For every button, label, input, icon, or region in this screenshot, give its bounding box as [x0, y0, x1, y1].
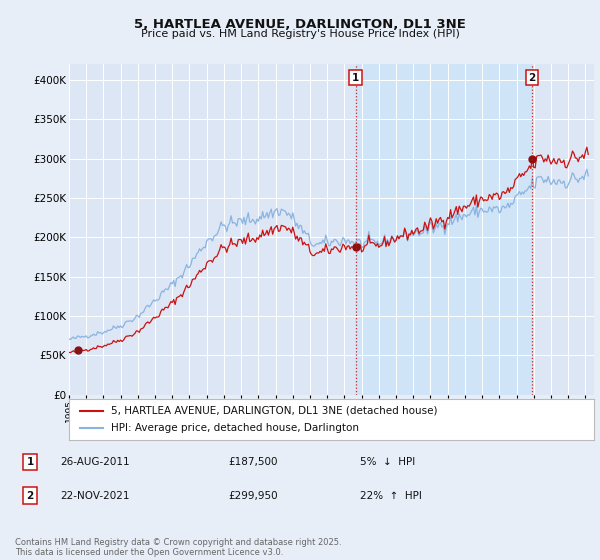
Text: 1: 1 [352, 73, 359, 83]
Text: £187,500: £187,500 [228, 457, 277, 467]
Text: 26-AUG-2011: 26-AUG-2011 [60, 457, 130, 467]
Text: Price paid vs. HM Land Registry's House Price Index (HPI): Price paid vs. HM Land Registry's House … [140, 29, 460, 39]
Text: 5%  ↓  HPI: 5% ↓ HPI [360, 457, 415, 467]
Text: 22%  ↑  HPI: 22% ↑ HPI [360, 491, 422, 501]
Text: £299,950: £299,950 [228, 491, 278, 501]
Text: 1: 1 [26, 457, 34, 467]
Text: Contains HM Land Registry data © Crown copyright and database right 2025.
This d: Contains HM Land Registry data © Crown c… [15, 538, 341, 557]
Text: HPI: Average price, detached house, Darlington: HPI: Average price, detached house, Darl… [111, 423, 359, 433]
Text: 5, HARTLEA AVENUE, DARLINGTON, DL1 3NE (detached house): 5, HARTLEA AVENUE, DARLINGTON, DL1 3NE (… [111, 405, 437, 416]
Text: 2: 2 [26, 491, 34, 501]
Bar [356, 64, 532, 395]
Text: 22-NOV-2021: 22-NOV-2021 [60, 491, 130, 501]
Text: 5, HARTLEA AVENUE, DARLINGTON, DL1 3NE: 5, HARTLEA AVENUE, DARLINGTON, DL1 3NE [134, 18, 466, 31]
Text: 2: 2 [529, 73, 536, 83]
